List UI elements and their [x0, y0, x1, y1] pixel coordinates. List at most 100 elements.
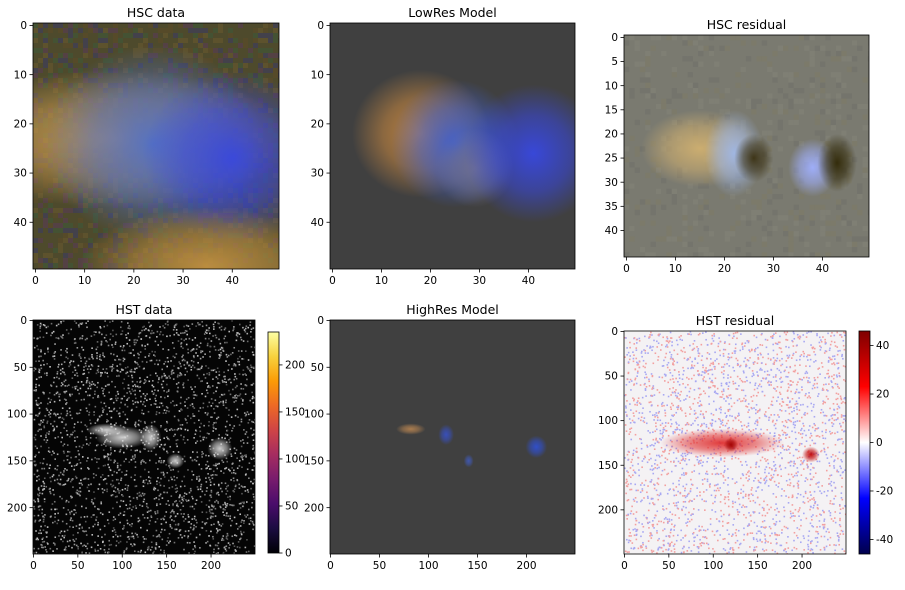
noise-pixel — [228, 58, 233, 63]
noise-pixel — [183, 485, 186, 487]
noise-pixel — [136, 362, 138, 364]
noise-pixel — [73, 23, 78, 28]
noise-pixel — [63, 530, 66, 533]
noise-pixel — [76, 492, 79, 495]
noise-pixel — [60, 538, 62, 541]
noise-pixel — [99, 512, 102, 514]
noise-pixel — [54, 458, 57, 460]
noise-pixel — [671, 194, 677, 200]
noise-pixel — [653, 444, 655, 447]
noise-pixel — [207, 455, 210, 457]
noise-pixel — [116, 369, 118, 372]
noise-pixel — [51, 332, 53, 334]
noise-pixel — [176, 476, 178, 479]
noise-pixel — [166, 430, 168, 432]
noise-pixel — [38, 258, 43, 263]
panel-title: HST data — [115, 302, 172, 317]
noise-pixel — [251, 520, 254, 523]
noise-pixel — [841, 56, 847, 62]
noise-pixel — [111, 344, 113, 346]
noise-pixel — [127, 332, 130, 335]
noise-pixel — [128, 538, 131, 540]
noise-pixel — [36, 447, 38, 450]
noise-pixel — [77, 421, 79, 424]
noise-pixel — [118, 450, 121, 453]
noise-pixel — [40, 419, 42, 422]
noise-pixel — [81, 430, 84, 433]
noise-pixel — [160, 376, 163, 379]
noise-pixel — [94, 456, 96, 459]
noise-pixel — [179, 494, 181, 496]
noise-pixel — [145, 361, 148, 363]
noise-pixel — [175, 500, 177, 502]
noise-pixel — [68, 263, 73, 268]
noise-pixel — [180, 374, 183, 376]
noise-pixel — [730, 231, 736, 237]
noise-pixel — [142, 500, 145, 503]
noise-pixel — [175, 443, 178, 445]
noise-pixel — [150, 541, 153, 543]
noise-pixel — [130, 370, 132, 373]
noise-pixel — [83, 48, 88, 53]
noise-pixel — [124, 413, 127, 416]
noise-pixel — [43, 477, 46, 480]
noise-pixel — [138, 332, 141, 335]
noise-pixel — [160, 443, 163, 446]
noise-pixel — [254, 418, 255, 421]
noise-pixel — [692, 220, 699, 226]
noise-pixel — [713, 335, 716, 337]
noise-pixel — [671, 72, 677, 78]
noise-pixel — [820, 339, 822, 341]
noise-pixel — [212, 430, 215, 432]
noise-pixel — [654, 414, 656, 416]
noise-pixel — [40, 355, 42, 358]
noise-pixel — [215, 336, 218, 339]
noise-pixel — [698, 61, 704, 67]
noise-pixel — [195, 348, 198, 350]
noise-pixel — [42, 458, 45, 460]
noise-pixel — [142, 326, 144, 329]
noise-pixel — [629, 236, 635, 242]
noise-pixel — [174, 356, 176, 359]
noise-pixel — [210, 504, 213, 506]
noise-pixel — [107, 420, 109, 422]
noise-pixel — [103, 548, 106, 551]
noise-pixel — [211, 512, 214, 515]
noise-pixel — [777, 183, 783, 189]
noise-pixel — [830, 98, 836, 104]
noise-pixel — [148, 353, 151, 355]
noise-pixel — [772, 349, 775, 352]
noise-pixel — [157, 476, 159, 479]
noise-pixel — [131, 532, 133, 535]
noise-pixel — [226, 341, 228, 344]
noise-pixel — [639, 66, 646, 73]
noise-pixel — [196, 451, 198, 454]
noise-pixel — [158, 534, 160, 536]
noise-pixel — [766, 339, 769, 341]
x-tick-label: 150 — [157, 560, 177, 572]
noise-pixel — [240, 383, 242, 385]
noise-pixel — [132, 371, 134, 373]
noise-pixel — [208, 33, 213, 38]
noise-pixel — [39, 462, 42, 464]
panel-title: HSC residual — [707, 17, 787, 32]
noise-pixel — [250, 412, 252, 415]
y-tick-label: 35 — [605, 201, 618, 213]
noise-pixel — [668, 518, 671, 521]
noise-pixel — [777, 119, 783, 126]
noise-pixel — [86, 443, 88, 445]
noise-pixel — [108, 548, 110, 550]
noise-pixel — [92, 502, 95, 505]
noise-pixel — [229, 469, 231, 472]
noise-pixel — [74, 475, 77, 478]
noise-pixel — [102, 354, 104, 357]
noise-pixel — [796, 527, 799, 529]
noise-pixel — [229, 544, 231, 546]
noise-pixel — [641, 523, 644, 525]
noise-pixel — [751, 236, 757, 242]
noise-pixel — [81, 527, 84, 529]
noise-pixel — [145, 335, 148, 337]
noise-pixel — [115, 540, 118, 542]
noise-pixel — [64, 379, 67, 381]
noise-pixel — [56, 391, 59, 394]
